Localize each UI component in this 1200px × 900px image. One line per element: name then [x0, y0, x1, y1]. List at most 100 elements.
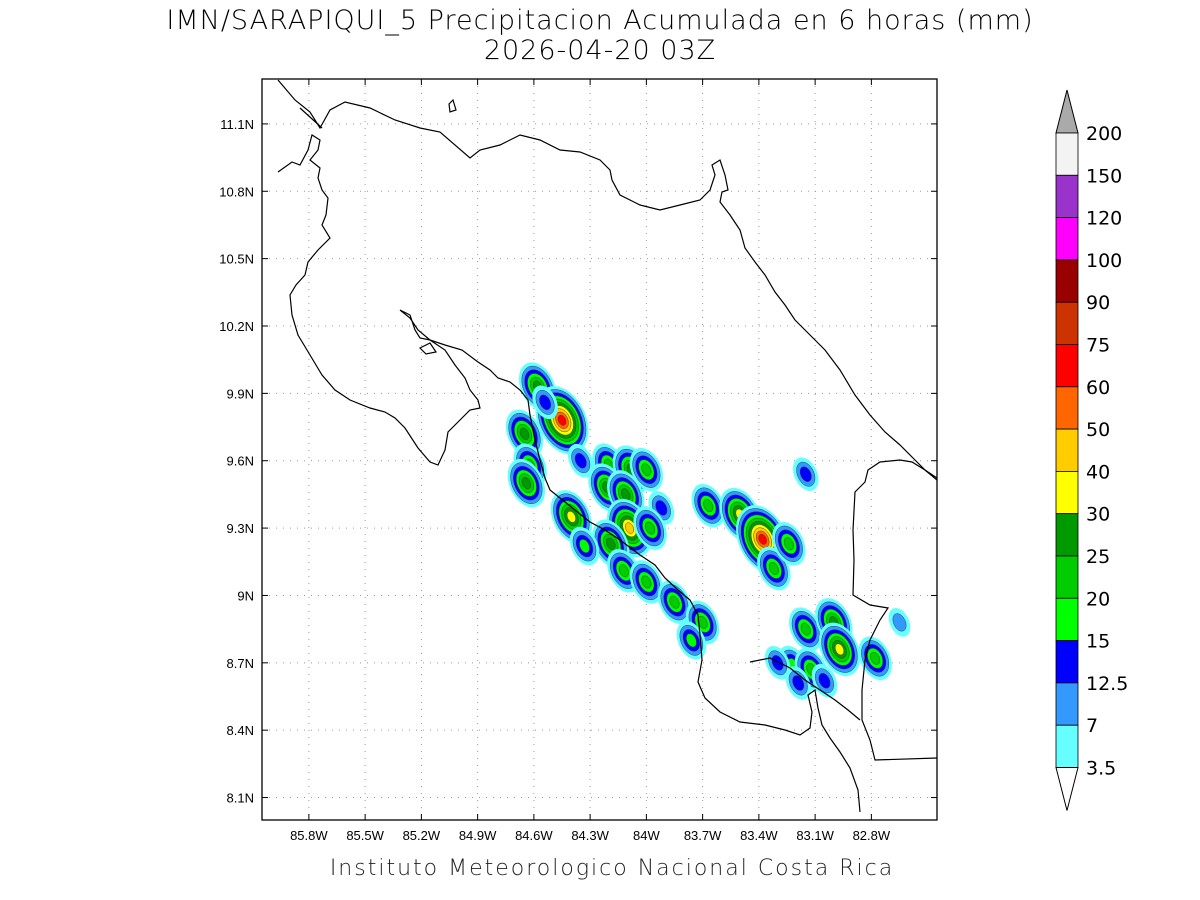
- colorbar-swatch: [1055, 217, 1079, 261]
- precip-cell: [505, 409, 544, 459]
- precip-cell: [785, 666, 812, 700]
- colorbar-swatch: [1055, 301, 1079, 345]
- precip-contour: [645, 521, 656, 535]
- coastline-lake-isle: [448, 98, 457, 113]
- colorbar-level-label: 25: [1086, 546, 1110, 568]
- precip-contour: [579, 539, 590, 553]
- precip-contour: [655, 500, 668, 516]
- x-tick-label: 84.3W: [571, 828, 609, 843]
- colorbar-swatch: [1055, 386, 1079, 430]
- precip-cell: [633, 506, 667, 550]
- precip-cell: [569, 526, 600, 566]
- precip-cell: [532, 385, 558, 420]
- credit-text: Instituto Meteorologico Nacional Costa R…: [329, 856, 895, 881]
- colorbar-swatch: [1055, 428, 1079, 472]
- precip-cell: [764, 645, 791, 680]
- colorbar-swatch: [1055, 597, 1079, 641]
- precip-contour: [892, 613, 907, 632]
- precip-cell: [507, 458, 546, 508]
- x-tick-label: 85.2W: [403, 828, 441, 843]
- precip-contour: [606, 537, 616, 550]
- coastline-caribbean: [277, 79, 938, 481]
- colorbar-level-label: 15: [1086, 631, 1110, 653]
- x-tick-label: 82.8W: [853, 828, 891, 843]
- precip-contour: [758, 533, 767, 545]
- border-nicaragua: [299, 107, 323, 129]
- precip-cell: [858, 636, 892, 681]
- colorbar-level-label: 150: [1086, 165, 1122, 187]
- y-tick-label: 10.8N: [219, 184, 254, 199]
- colorbar-over-arrow: [1055, 89, 1079, 134]
- coastline-golfito: [749, 657, 861, 721]
- precip-cell: [772, 522, 806, 566]
- precip-cell: [818, 622, 861, 677]
- x-tick-label: 83.7W: [684, 828, 722, 843]
- precip-contour: [641, 463, 652, 477]
- precip-contour: [669, 595, 680, 609]
- precip-contour: [792, 675, 805, 691]
- colorbar-level-label: 7: [1086, 715, 1098, 737]
- y-tick-label: 8.1N: [227, 791, 254, 806]
- colorbar-under-arrow: [1055, 767, 1079, 811]
- colorbar-level-label: 12.5: [1086, 673, 1128, 695]
- colorbar-level-label: 50: [1086, 419, 1110, 441]
- colorbar-swatch: [1055, 132, 1079, 176]
- precip-cell: [676, 621, 707, 660]
- precip-contour: [783, 537, 794, 551]
- colorbar-swatch: [1055, 470, 1079, 515]
- precip-contour: [703, 499, 714, 513]
- coastline-borders: [277, 79, 938, 813]
- y-tick-label: 9.6N: [227, 454, 254, 469]
- chart-title: IMN/SARAPIQUI_5 Precipitacion Acumulada …: [166, 5, 1034, 36]
- coastline-osa: [418, 342, 437, 355]
- precip-cell: [691, 483, 725, 528]
- x-tick-label: 85.8W: [290, 828, 328, 843]
- chart-subtitle: 2026-04-20 03Z: [483, 35, 717, 66]
- precip-contour: [625, 522, 634, 534]
- precip-cell: [789, 607, 823, 651]
- x-tick-label: 85.5W: [346, 828, 384, 843]
- y-tick-label: 10.5N: [219, 252, 254, 267]
- precip-contour: [870, 651, 881, 665]
- precip-cell: [629, 447, 664, 492]
- colorbar-swatch: [1055, 174, 1079, 219]
- colorbar-level-label: 20: [1086, 588, 1110, 610]
- precip-contour: [686, 633, 697, 648]
- colorbar-swatch: [1055, 513, 1079, 557]
- precip-contour: [557, 414, 567, 426]
- colorbar-level-label: 3.5: [1086, 758, 1116, 780]
- precip-cell: [567, 443, 594, 478]
- map-axes: 85.8W 85.5W 85.2W 84.9W 84.6W 84.3W 84W 83.7W 83…: [219, 79, 937, 843]
- precip-contour: [521, 477, 532, 490]
- colorbar-swatch: [1055, 682, 1079, 726]
- precip-contour: [834, 643, 845, 656]
- colorbar-level-label: 30: [1086, 504, 1110, 526]
- y-tick-label: 9.9N: [227, 386, 254, 401]
- y-tick-label: 8.7N: [227, 656, 254, 671]
- colorbar-level-label: 100: [1086, 250, 1122, 272]
- colorbar-level-label: 75: [1086, 335, 1110, 357]
- map-frame: [261, 78, 938, 821]
- precip-contour: [574, 453, 587, 469]
- precip-contour: [519, 427, 530, 440]
- precip-cell: [792, 457, 819, 492]
- colorbar-level-label: 120: [1086, 208, 1122, 230]
- colorbar-swatch: [1055, 555, 1079, 599]
- precip-contour: [771, 655, 784, 671]
- y-tick-label: 8.4N: [227, 723, 254, 738]
- coastline-pacific: [277, 134, 861, 813]
- x-tick-label: 83.4W: [740, 828, 778, 843]
- precip-contour: [818, 673, 831, 689]
- y-tick-label: 9.3N: [227, 521, 254, 536]
- precip-contour: [566, 511, 576, 523]
- precip-contour: [800, 622, 811, 636]
- precip-contour: [799, 466, 812, 482]
- precip-contour: [768, 562, 779, 575]
- precip-cell: [550, 490, 593, 544]
- x-tick-label: 83.1W: [796, 828, 834, 843]
- x-tick-label: 84.9W: [459, 828, 497, 843]
- precip-contour: [539, 394, 552, 411]
- border-panama: [852, 459, 938, 761]
- colorbar-level-label: 60: [1086, 377, 1110, 399]
